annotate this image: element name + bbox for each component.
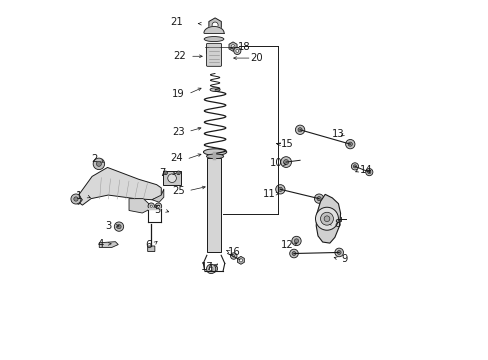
Polygon shape (152, 189, 163, 202)
Circle shape (209, 267, 212, 271)
Text: 6: 6 (145, 239, 152, 249)
Text: 17: 17 (200, 262, 213, 272)
Text: 9: 9 (341, 254, 347, 264)
Circle shape (148, 203, 154, 210)
Text: 24: 24 (170, 153, 183, 163)
Circle shape (212, 267, 215, 270)
Circle shape (233, 47, 241, 54)
Circle shape (206, 264, 215, 274)
Circle shape (324, 216, 329, 222)
Polygon shape (237, 256, 244, 264)
Polygon shape (228, 42, 237, 51)
Circle shape (210, 265, 217, 272)
Polygon shape (203, 27, 224, 33)
Text: 23: 23 (171, 127, 184, 136)
Text: 15: 15 (281, 139, 293, 149)
Polygon shape (99, 242, 118, 247)
Circle shape (235, 49, 238, 52)
Polygon shape (335, 216, 341, 223)
Circle shape (345, 139, 354, 149)
Text: 4: 4 (98, 239, 104, 249)
Circle shape (283, 159, 288, 165)
Circle shape (294, 239, 298, 243)
Circle shape (337, 251, 341, 255)
Circle shape (316, 197, 321, 201)
Circle shape (291, 252, 295, 256)
Polygon shape (316, 194, 340, 243)
Ellipse shape (203, 37, 224, 41)
Text: 1: 1 (76, 191, 82, 201)
Text: 8: 8 (334, 219, 340, 229)
Circle shape (150, 205, 152, 207)
Circle shape (336, 218, 339, 221)
Polygon shape (72, 196, 82, 204)
Text: 13: 13 (331, 129, 344, 139)
Circle shape (167, 174, 176, 183)
Ellipse shape (206, 154, 223, 159)
FancyBboxPatch shape (206, 43, 221, 66)
FancyBboxPatch shape (147, 246, 155, 252)
Circle shape (74, 197, 78, 201)
Circle shape (178, 172, 179, 174)
Circle shape (367, 171, 370, 174)
Polygon shape (206, 46, 214, 55)
Text: 11: 11 (262, 189, 275, 199)
Text: 16: 16 (227, 247, 241, 257)
Circle shape (295, 125, 304, 134)
Circle shape (347, 142, 352, 146)
Text: 25: 25 (171, 186, 184, 197)
Text: 10: 10 (269, 158, 282, 168)
Circle shape (114, 222, 123, 231)
Polygon shape (129, 199, 149, 213)
Circle shape (297, 128, 302, 132)
Circle shape (291, 236, 301, 246)
Circle shape (278, 187, 282, 192)
Circle shape (314, 194, 323, 203)
Ellipse shape (203, 149, 226, 155)
Text: 12: 12 (280, 240, 293, 250)
Circle shape (117, 225, 121, 229)
Circle shape (232, 255, 234, 257)
FancyBboxPatch shape (163, 171, 181, 185)
Circle shape (351, 163, 358, 170)
Ellipse shape (210, 88, 220, 91)
Circle shape (164, 172, 166, 174)
Circle shape (96, 161, 101, 166)
Polygon shape (75, 167, 161, 205)
Text: 20: 20 (250, 53, 263, 63)
Circle shape (157, 205, 159, 207)
Text: 14: 14 (359, 165, 371, 175)
Circle shape (212, 22, 218, 28)
Polygon shape (206, 158, 221, 252)
Text: 5: 5 (154, 206, 161, 216)
Circle shape (334, 248, 343, 257)
Circle shape (365, 168, 372, 176)
Text: 22: 22 (173, 51, 186, 61)
Circle shape (176, 171, 180, 175)
Circle shape (315, 207, 338, 230)
Text: 19: 19 (171, 89, 184, 99)
Circle shape (163, 171, 167, 175)
Text: 21: 21 (170, 17, 183, 27)
Polygon shape (208, 18, 221, 32)
Circle shape (93, 158, 104, 170)
Circle shape (155, 203, 162, 210)
Text: 3: 3 (105, 221, 111, 231)
Circle shape (320, 212, 333, 225)
Circle shape (353, 165, 356, 168)
Circle shape (280, 157, 291, 167)
Circle shape (231, 45, 234, 49)
Circle shape (71, 194, 81, 204)
Circle shape (208, 49, 212, 53)
Circle shape (275, 185, 285, 194)
Circle shape (289, 249, 298, 258)
Text: 18: 18 (238, 42, 250, 52)
Text: 2: 2 (91, 154, 98, 164)
Circle shape (239, 259, 242, 262)
Text: 7: 7 (159, 168, 165, 178)
Circle shape (230, 253, 237, 259)
